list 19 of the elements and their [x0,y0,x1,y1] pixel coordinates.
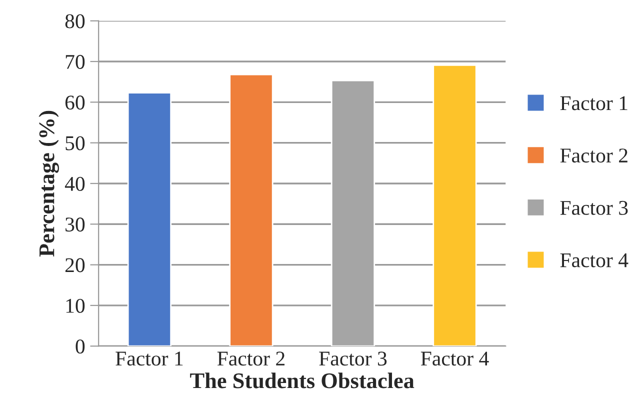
y-tick-label: 60 [65,96,85,110]
y-tick-label: 80 [65,14,85,28]
x-axis-title: The Students Obstaclea [190,372,414,388]
y-axis-title: Percentage (%) [38,110,59,257]
x-tick-label: Factor 2 [217,352,284,366]
y-tick-label: 0 [76,339,85,354]
y-tick-label: 70 [66,54,85,69]
x-tick-label: Factor 3 [319,352,387,366]
legend-label: Factor 2 [560,148,628,163]
x-tick-label: Factor 4 [420,352,489,366]
legend-label: Factor 4 [560,253,628,268]
y-tick-label: 10 [66,298,85,313]
y-tick-label: 40 [64,176,85,191]
x-tick-label: Factor 1 [116,352,183,366]
y-tick-label: 20 [65,258,85,272]
y-tick-label: 50 [66,136,85,150]
legend-label: Factor 1 [560,96,628,110]
legend-label: Factor 3 [560,200,628,215]
y-tick-label: 30 [66,218,85,232]
